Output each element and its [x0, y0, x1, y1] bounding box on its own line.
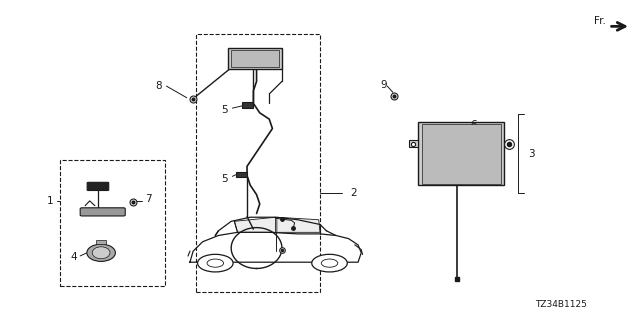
Bar — [409, 140, 419, 148]
Polygon shape — [277, 217, 320, 232]
FancyBboxPatch shape — [80, 208, 125, 216]
Text: 5: 5 — [221, 105, 228, 115]
Bar — [236, 172, 247, 177]
Bar — [242, 102, 253, 108]
Text: 9: 9 — [380, 80, 387, 90]
FancyBboxPatch shape — [96, 241, 106, 244]
Text: 3: 3 — [529, 149, 535, 159]
Bar — [419, 122, 504, 185]
Ellipse shape — [92, 247, 110, 259]
Circle shape — [312, 254, 348, 272]
Text: 6: 6 — [470, 120, 477, 131]
Bar — [422, 124, 501, 184]
Text: 8: 8 — [155, 81, 161, 91]
Bar — [60, 160, 164, 286]
Text: 5: 5 — [221, 174, 228, 185]
Polygon shape — [234, 217, 276, 232]
Text: 4: 4 — [70, 252, 77, 262]
Text: 1: 1 — [47, 196, 54, 206]
FancyBboxPatch shape — [87, 182, 109, 190]
Bar — [228, 48, 282, 69]
Bar — [196, 34, 320, 292]
Ellipse shape — [87, 244, 115, 261]
Text: TZ34B1125: TZ34B1125 — [535, 300, 587, 309]
Circle shape — [198, 254, 233, 272]
Text: 7: 7 — [145, 194, 152, 204]
Text: Fr.: Fr. — [594, 16, 605, 26]
Text: 2: 2 — [351, 188, 357, 198]
Bar — [231, 50, 279, 67]
